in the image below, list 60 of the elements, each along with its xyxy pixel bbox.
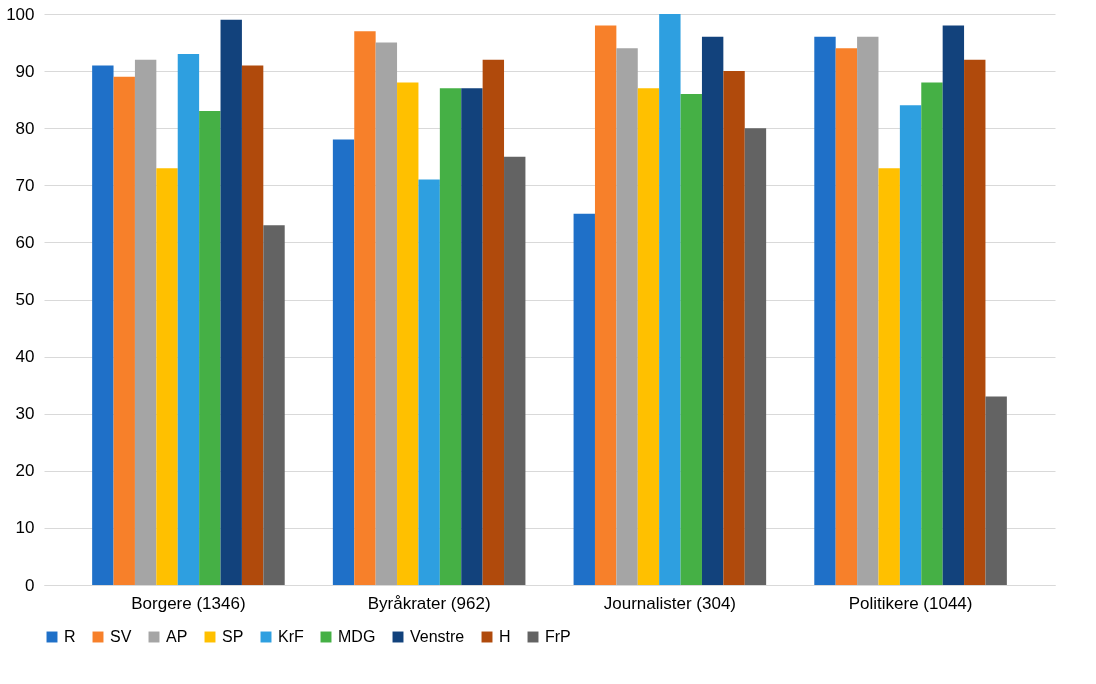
bar [177, 53, 200, 585]
legend-label: KrF [278, 628, 304, 645]
legend-label: Venstre [410, 628, 465, 645]
bar [418, 179, 440, 585]
bar [899, 105, 922, 585]
bar [616, 48, 638, 585]
y-tick-label: 60 [15, 232, 35, 252]
bar [835, 48, 858, 585]
bar [637, 88, 660, 585]
y-tick-label: 20 [15, 461, 35, 481]
bar [439, 88, 462, 585]
bar [241, 65, 264, 585]
bar [375, 42, 398, 585]
x-tick-label: Byråkrater (962) [367, 593, 491, 613]
y-tick-label: 70 [15, 175, 35, 195]
bar [723, 71, 745, 585]
bar [985, 396, 1007, 585]
y-tick-label: 100 [6, 4, 35, 24]
bar [942, 25, 965, 585]
y-tick-label: 30 [15, 404, 35, 424]
bar [680, 93, 702, 585]
bar [113, 76, 135, 585]
bar [332, 139, 355, 585]
bar [659, 14, 681, 585]
bar [573, 213, 595, 585]
bar [964, 59, 986, 585]
y-tick-label: 50 [15, 290, 35, 309]
bar [92, 65, 114, 585]
bar [134, 59, 157, 585]
y-tick-label: 90 [15, 61, 35, 81]
bar [482, 59, 505, 585]
bar [814, 36, 836, 585]
bar [857, 36, 879, 585]
bar [354, 31, 376, 585]
y-tick-label: 40 [15, 347, 35, 367]
legend-label: AP [166, 628, 188, 645]
bar [594, 25, 617, 585]
x-tick-label: Journalister (304) [603, 593, 736, 613]
bar [744, 128, 767, 585]
bar [263, 225, 285, 585]
legend-label: MDG [338, 628, 376, 645]
bar [504, 156, 526, 585]
bar [156, 168, 178, 585]
y-tick-label: 0 [25, 575, 35, 595]
x-tick-label: Politikere (1044) [848, 593, 973, 613]
bar [461, 88, 483, 585]
bar [701, 36, 724, 585]
legend-label: SV [110, 628, 132, 645]
legend-label: SP [222, 628, 244, 645]
legend-label: FrP [545, 628, 571, 645]
bar [199, 111, 221, 585]
bar [397, 82, 419, 585]
bar [878, 168, 900, 585]
bar [921, 82, 943, 585]
bar [220, 19, 242, 585]
x-tick-label: Borgere (1346) [131, 593, 246, 613]
legend-label: R [64, 628, 76, 645]
legend-label: H [499, 628, 511, 645]
y-tick-label: 10 [15, 518, 35, 538]
y-tick-label: 80 [15, 118, 35, 138]
